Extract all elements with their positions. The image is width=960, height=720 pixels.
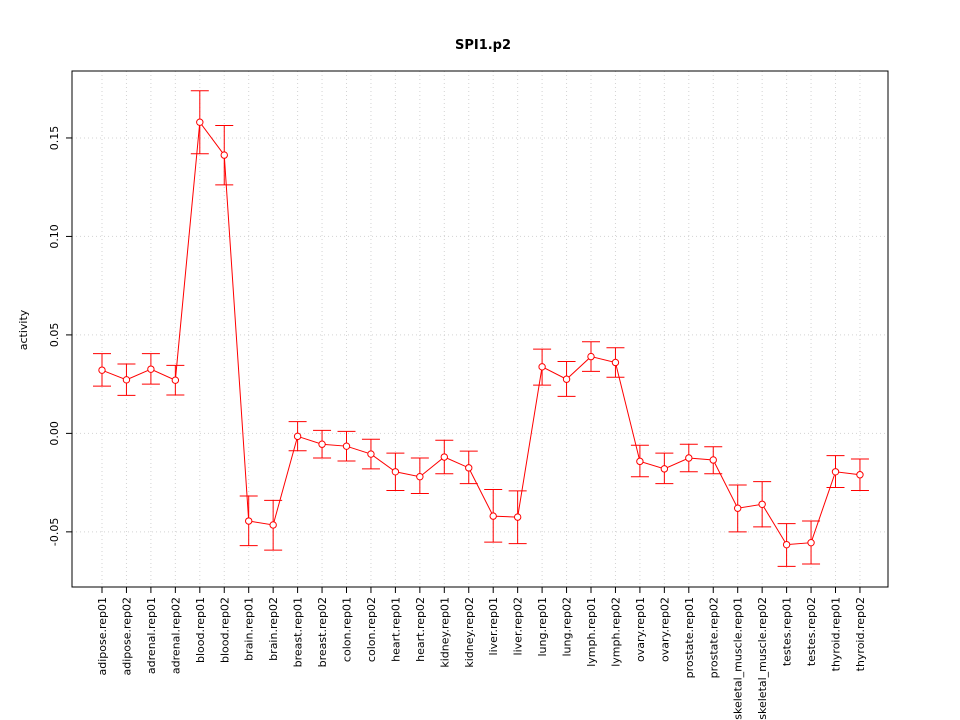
data-point <box>734 504 742 512</box>
x-tick-label: blood.rep01 <box>194 597 207 663</box>
data-point <box>196 118 204 126</box>
x-tick-label: adipose.rep01 <box>96 597 109 676</box>
x-tick-label: prostate.rep02 <box>707 597 720 678</box>
x-tick-label: ovary.rep01 <box>634 597 647 662</box>
x-tick-label: breast.rep01 <box>292 597 305 667</box>
data-point <box>98 366 106 374</box>
data-point <box>562 375 571 383</box>
x-tick-label: thyroid.rep01 <box>830 597 843 671</box>
x-tick-label: heart.rep01 <box>389 597 402 662</box>
data-point <box>489 512 497 520</box>
x-tick-label: adipose.rep02 <box>120 597 133 676</box>
x-axis: adipose.rep01 adipose.rep02 adrenal.rep01 a… <box>96 586 867 720</box>
x-tick-label: lung.rep01 <box>536 597 549 657</box>
data-point <box>636 457 644 466</box>
data-point <box>538 363 546 371</box>
series-layer <box>93 90 869 567</box>
x-tick-label: testes.rep02 <box>805 597 818 666</box>
x-tick-label: kidney.rep01 <box>438 597 451 668</box>
x-tick-label: skeletal_muscle.rep01 <box>732 597 745 720</box>
x-tick-label: blood.rep02 <box>218 597 231 663</box>
data-point <box>318 440 326 448</box>
x-tick-label: thyroid.rep02 <box>854 597 867 671</box>
data-point <box>782 540 791 549</box>
data-point <box>122 376 131 384</box>
data-point <box>147 365 155 373</box>
data-point <box>416 473 424 481</box>
x-tick-label: testes.rep01 <box>781 597 794 666</box>
x-tick-label: ovary.rep02 <box>658 597 671 662</box>
data-point <box>831 468 840 476</box>
data-point <box>293 432 302 441</box>
data-point <box>171 376 180 384</box>
x-tick-label: brain.rep02 <box>267 597 280 661</box>
x-tick-label: lung.rep02 <box>561 597 574 657</box>
x-tick-label: colon.rep01 <box>341 597 354 662</box>
data-point <box>513 513 522 521</box>
x-tick-label: liver.rep02 <box>512 597 525 655</box>
y-axis-label: activity <box>17 309 30 350</box>
data-point <box>269 521 277 529</box>
x-tick-label: adrenal.rep01 <box>145 597 158 674</box>
data-point <box>220 151 228 159</box>
y-tick-label: 0.05 <box>48 323 61 348</box>
x-tick-label: heart.rep02 <box>414 597 427 662</box>
y-tick-label: 0.00 <box>48 421 61 446</box>
data-point <box>807 538 815 547</box>
x-tick-label: kidney.rep02 <box>463 597 476 668</box>
data-point <box>391 468 400 476</box>
x-tick-label: skeletal_muscle.rep02 <box>756 597 769 720</box>
data-point <box>709 456 717 464</box>
x-tick-label: lymph.rep01 <box>585 597 598 667</box>
y-tick-label: 0.15 <box>48 126 61 151</box>
data-point <box>245 517 253 525</box>
x-tick-label: prostate.rep01 <box>683 597 696 678</box>
data-point <box>660 465 669 473</box>
y-tick-label: 0.10 <box>48 224 61 249</box>
data-point <box>465 464 473 472</box>
data-point <box>440 453 448 461</box>
data-point <box>587 352 595 361</box>
data-point <box>367 450 375 458</box>
data-point <box>758 500 766 508</box>
data-point <box>685 454 693 462</box>
y-tick-label: -0.05 <box>48 518 61 546</box>
grid-layer <box>72 71 888 587</box>
x-tick-label: liver.rep01 <box>487 597 500 655</box>
data-point <box>342 442 351 450</box>
x-tick-label: adrenal.rep02 <box>169 597 182 674</box>
data-point <box>856 471 864 479</box>
x-tick-label: lymph.rep02 <box>609 597 622 667</box>
x-tick-label: breast.rep02 <box>316 597 329 667</box>
x-tick-label: colon.rep02 <box>365 597 378 662</box>
data-point <box>611 358 620 367</box>
x-tick-label: brain.rep01 <box>243 597 256 661</box>
chart-title: SPI1.p2 <box>455 38 511 53</box>
y-axis: -0.05 0.00 0.05 0.10 0.15 <box>48 126 72 546</box>
series-line <box>101 120 861 546</box>
